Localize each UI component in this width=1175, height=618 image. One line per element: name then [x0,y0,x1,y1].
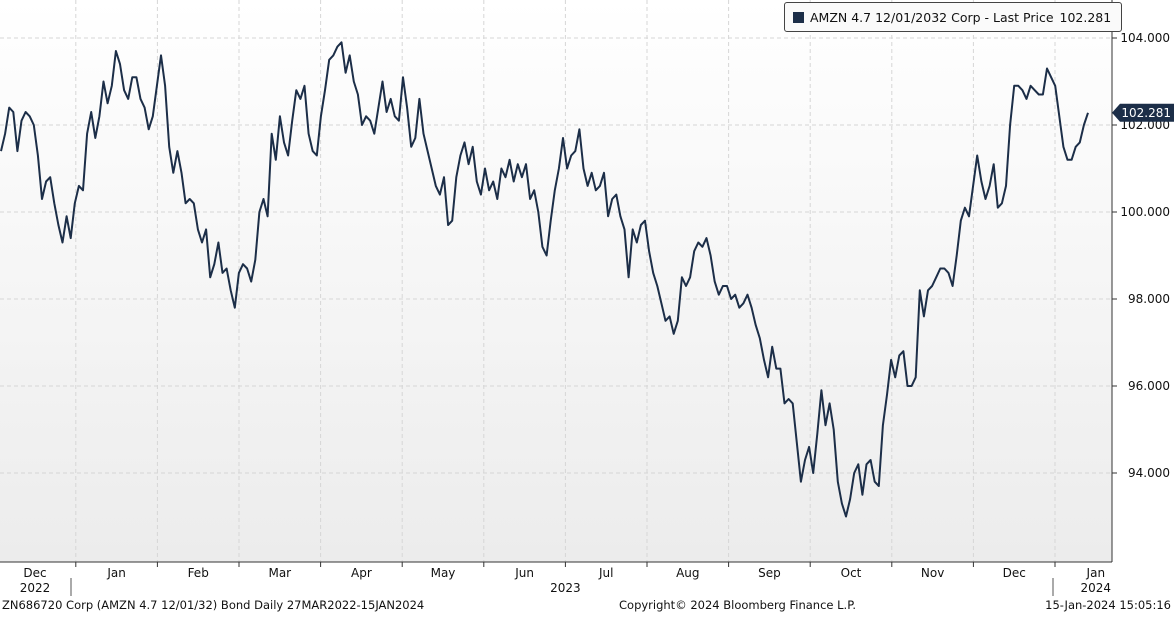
x-year-label: 2024 [1081,581,1112,595]
x-tick-label: Jun [514,566,534,580]
x-tick-label: Oct [841,566,862,580]
footer-security-info: ZN686720 Corp (AMZN 4.7 12/01/32) Bond D… [2,598,425,612]
x-tick-label: Jan [1086,566,1106,580]
x-tick-label: Nov [921,566,944,580]
x-tick-label: Aug [676,566,699,580]
legend-swatch [793,11,804,23]
grid-lines [0,0,1112,562]
price-tag-shape [1112,103,1174,122]
y-tick-label: 96.000 [1128,379,1170,393]
x-tick-label: Mar [268,566,291,580]
x-tick-labels: Dec Jan Feb Mar Apr May Jun Jul Aug Sep Oct Nov Dec J… [20,566,1111,596]
series-line-layer [0,41,1089,518]
y-tick-label: 98.000 [1128,292,1170,306]
y-tick-label: 94.000 [1128,466,1170,480]
plot-background [0,0,1112,562]
chart-legend: AMZN 4.7 12/01/2032 Corp - Last Price 10… [784,2,1123,32]
footer-copyright: Copyright© 2024 Bloomberg Finance L.P. [619,598,856,612]
price-series-line [0,41,1089,518]
x-tick-label: Dec [23,566,46,580]
axes [0,0,1113,567]
x-tick-label: Dec [1003,566,1026,580]
legend-label: AMZN 4.7 12/01/2032 Corp - Last Price [810,9,1054,25]
x-tick-label: Sep [758,566,781,580]
x-year-label: 2023 [550,581,581,595]
footer-timestamp: 15-Jan-2024 15:05:16 [1045,598,1171,612]
x-tick-label: Apr [351,566,372,580]
footer: ZN686720 Corp (AMZN 4.7 12/01/32) Bond D… [0,598,1175,614]
legend-value: 102.281 [1059,9,1112,25]
x-tick-label: May [431,566,456,580]
y-tick-label: 104.000 [1120,31,1170,45]
last-price-tag: 102.281 [1112,103,1174,122]
y-tick-label: 100.000 [1120,205,1170,219]
x-tick-label: Feb [188,566,209,580]
x-year-label: 2022 [20,581,51,595]
x-tick-label: Jan [106,566,126,580]
price-tag-label: 102.281 [1121,106,1171,120]
x-tick-label: Jul [598,566,613,580]
